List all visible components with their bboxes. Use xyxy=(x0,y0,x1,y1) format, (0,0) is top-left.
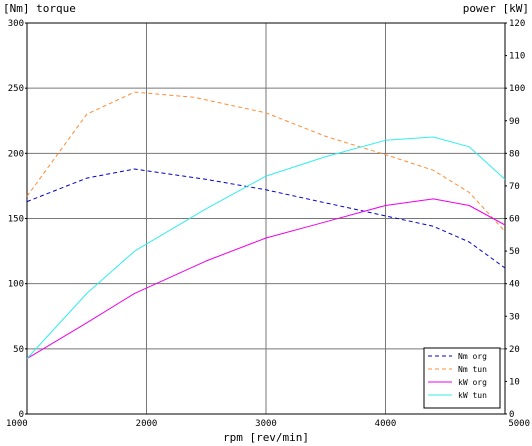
y-right-tick-label: 90 xyxy=(509,117,520,127)
y-right-tick-label: 30 xyxy=(509,312,520,322)
y-left-tick-label: 200 xyxy=(8,149,24,159)
y-right-tick-label: 20 xyxy=(509,345,520,355)
x-axis-label: rpm [rev/min] xyxy=(223,431,309,444)
x-tick-label: 2000 xyxy=(136,419,158,429)
x-tick-label: 5000 xyxy=(508,419,530,429)
legend-box xyxy=(423,347,501,409)
legend-label: kW tun xyxy=(458,391,487,400)
y-left-tick-label: 0 xyxy=(19,410,24,420)
y-right-tick-label: 80 xyxy=(509,149,520,159)
y-right-axis-label: power [kW] xyxy=(463,2,529,15)
y-left-tick-label: 300 xyxy=(8,19,24,29)
y-left-tick-label: 100 xyxy=(8,280,24,290)
y-right-tick-label: 40 xyxy=(509,280,520,290)
legend-label: Nm tun xyxy=(458,365,487,374)
y-left-tick-label: 50 xyxy=(13,345,24,355)
series-line-nm-tun xyxy=(26,91,506,232)
y-right-tick-label: 100 xyxy=(509,84,525,94)
y-right-tick-label: 50 xyxy=(509,247,520,257)
y-left-tick-label: 250 xyxy=(8,84,24,94)
legend-label: Nm org xyxy=(458,352,487,361)
series-line-nm-org xyxy=(26,168,506,269)
y-right-tick-label: 70 xyxy=(509,182,520,192)
y-left-axis-label: [Nm] torque xyxy=(3,2,76,15)
y-right-tick-label: 110 xyxy=(509,52,525,62)
x-tick-label: 4000 xyxy=(375,419,397,429)
y-left-tick-label: 150 xyxy=(8,215,24,225)
y-right-tick-label: 120 xyxy=(509,19,525,29)
x-tick-label: 3000 xyxy=(255,419,277,429)
series-line-kw-tun xyxy=(26,136,506,359)
legend-label: kW org xyxy=(458,378,487,387)
y-right-tick-label: 0 xyxy=(509,410,514,420)
y-right-tick-label: 10 xyxy=(509,377,520,387)
series-line-kw-org xyxy=(26,198,506,360)
legend: Nm org Nm tun kW org kW tun xyxy=(423,347,501,409)
tick-labels: 0501001502002503000102030405060708090100… xyxy=(6,19,530,429)
series-lines xyxy=(26,91,506,360)
x-tick-label: 1000 xyxy=(6,419,28,429)
y-right-tick-label: 60 xyxy=(509,215,520,225)
